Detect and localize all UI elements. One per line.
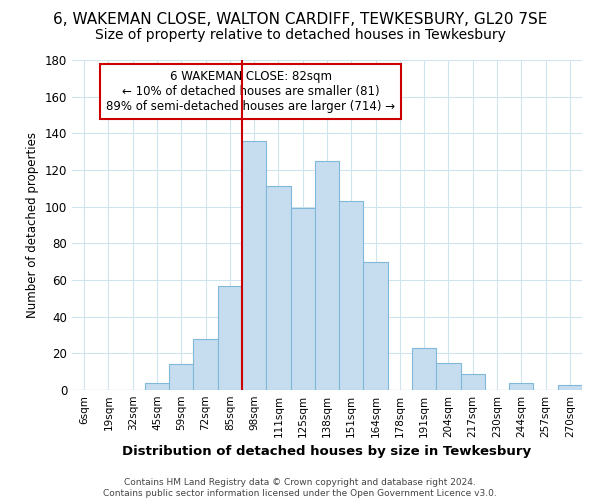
Text: Size of property relative to detached houses in Tewkesbury: Size of property relative to detached ho… — [95, 28, 505, 42]
Bar — [169, 364, 193, 390]
Bar — [145, 382, 169, 390]
Bar — [412, 348, 436, 390]
Bar — [266, 186, 290, 390]
Text: Contains HM Land Registry data © Crown copyright and database right 2024.
Contai: Contains HM Land Registry data © Crown c… — [103, 478, 497, 498]
Bar — [509, 382, 533, 390]
Bar — [218, 286, 242, 390]
Text: 6, WAKEMAN CLOSE, WALTON CARDIFF, TEWKESBURY, GL20 7SE: 6, WAKEMAN CLOSE, WALTON CARDIFF, TEWKES… — [53, 12, 547, 28]
Bar — [290, 208, 315, 390]
Text: 6 WAKEMAN CLOSE: 82sqm
← 10% of detached houses are smaller (81)
89% of semi-det: 6 WAKEMAN CLOSE: 82sqm ← 10% of detached… — [106, 70, 395, 113]
Bar — [193, 338, 218, 390]
Bar — [339, 201, 364, 390]
Y-axis label: Number of detached properties: Number of detached properties — [26, 132, 39, 318]
Bar — [558, 384, 582, 390]
Bar — [461, 374, 485, 390]
Bar — [364, 262, 388, 390]
Bar — [315, 161, 339, 390]
Bar — [436, 362, 461, 390]
Bar — [242, 140, 266, 390]
X-axis label: Distribution of detached houses by size in Tewkesbury: Distribution of detached houses by size … — [122, 446, 532, 458]
